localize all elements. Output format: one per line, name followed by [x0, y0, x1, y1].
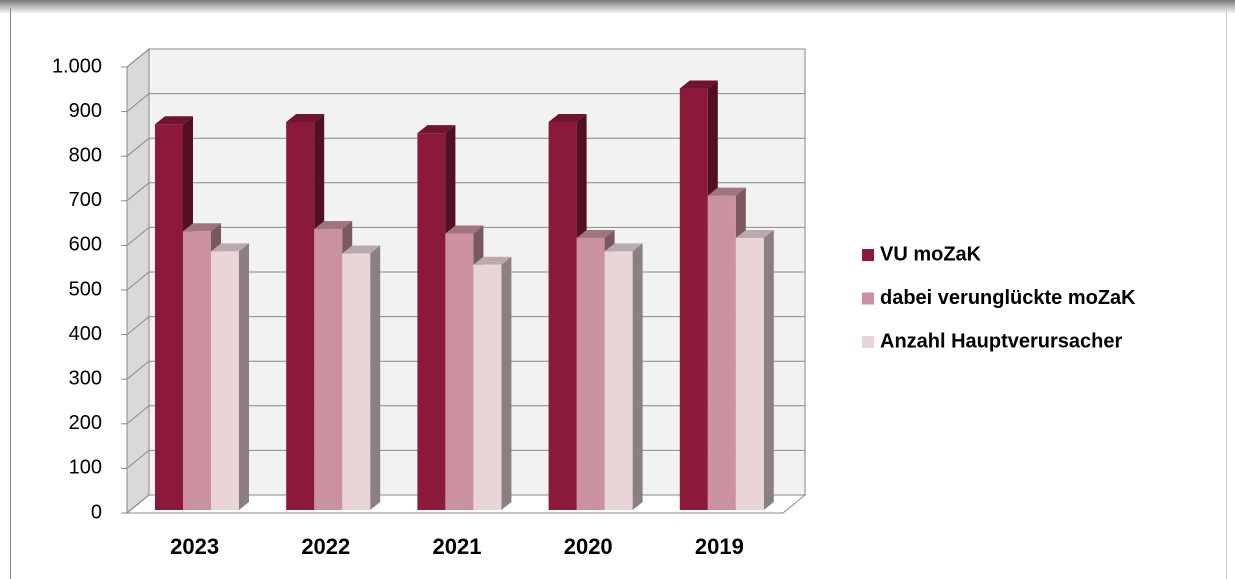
- bar-top: [314, 221, 353, 230]
- y-tick-label: 500: [69, 278, 102, 300]
- bar-top: [417, 125, 456, 134]
- bar: [548, 121, 577, 510]
- y-tick-label: 700: [69, 189, 102, 211]
- grid-line: [126, 271, 150, 291]
- bar-side: [632, 243, 643, 510]
- bar: [604, 251, 633, 510]
- y-tick-label: 300: [69, 367, 102, 389]
- bar: [314, 229, 343, 510]
- y-tick-label: 600: [69, 234, 102, 256]
- grid-line: [126, 137, 150, 157]
- bar-top: [342, 245, 381, 254]
- bar: [155, 124, 183, 511]
- bar: [735, 237, 764, 510]
- y-tick-label: 400: [69, 323, 102, 345]
- bar: [576, 237, 605, 510]
- bar-side: [501, 256, 512, 510]
- bar: [473, 264, 502, 510]
- y-tick-label: 900: [69, 100, 102, 122]
- grid-line: [126, 494, 150, 514]
- bar-top: [679, 80, 718, 89]
- grid-line: [126, 227, 150, 246]
- bar-top: [211, 243, 249, 252]
- x-tick-label: 2023: [170, 534, 219, 559]
- bar: [286, 121, 315, 510]
- bar-top: [445, 225, 484, 234]
- legend-label: Anzahl Hauptverursacher: [880, 330, 1123, 352]
- bar: [679, 88, 708, 510]
- frame-shadow: [0, 0, 1235, 14]
- y-tick-label: 1.000: [52, 55, 102, 77]
- bar-side: [370, 245, 381, 511]
- bar-top: [707, 187, 746, 196]
- bar-top: [548, 113, 587, 122]
- grid-line: [126, 93, 150, 112]
- y-tick-label: 0: [91, 501, 102, 523]
- bar: [211, 251, 239, 510]
- bar-top: [155, 116, 193, 125]
- grid-line: [126, 182, 150, 202]
- bar-top: [473, 256, 512, 265]
- grid-line: [126, 48, 150, 68]
- bar-top: [286, 113, 325, 122]
- y-tick-label: 100: [69, 457, 102, 479]
- legend-swatch: [862, 249, 874, 261]
- bar-top: [576, 229, 615, 238]
- bar: [707, 195, 736, 510]
- grid-line: [126, 405, 150, 425]
- bar-top: [735, 229, 774, 238]
- bar: [342, 253, 371, 511]
- bar-top: [183, 223, 221, 232]
- x-tick-label: 2022: [301, 534, 350, 559]
- y-tick-label: 800: [69, 144, 102, 166]
- bar-top: [604, 243, 643, 252]
- grid-line: [126, 360, 150, 380]
- legend-label: dabei verunglückte moZaK: [880, 287, 1136, 309]
- x-tick-label: 2019: [695, 534, 744, 559]
- legend-swatch: [862, 292, 874, 305]
- grid-line: [126, 316, 150, 335]
- bar-side: [763, 229, 774, 510]
- x-tick-label: 2021: [433, 534, 482, 559]
- x-tick-label: 2020: [564, 534, 613, 559]
- bar: [417, 133, 446, 510]
- legend-label: VU moZaK: [880, 243, 982, 265]
- bar-side: [239, 243, 249, 510]
- y-tick-label: 200: [69, 412, 102, 434]
- bar: [445, 233, 474, 511]
- bar: [183, 231, 211, 510]
- grid-line: [126, 450, 150, 469]
- legend-swatch: [862, 336, 874, 348]
